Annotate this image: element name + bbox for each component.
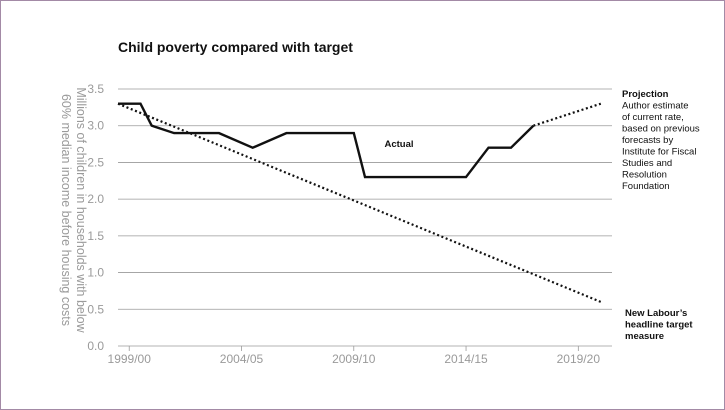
- y-tick-label: 1.0: [87, 266, 104, 280]
- projection-note-line: Foundation: [622, 181, 670, 192]
- projection-label: Projection: [622, 89, 669, 100]
- y-tick-label: 3.5: [87, 82, 104, 96]
- projection-note-line: forecasts by: [622, 135, 673, 146]
- series-line-0: [118, 102, 535, 179]
- y-tick-label: 1.5: [87, 229, 104, 243]
- x-tick-labels: 1999/00 2004/05 2009/10 2014/15 2019/20: [108, 346, 601, 366]
- x-tick-label: 2014/15: [444, 352, 488, 366]
- actual-label: Actual: [384, 139, 413, 150]
- y-tick-labels: 0.0 0.5 1.0 1.5 2.0 2.5 3.0 3.5: [87, 82, 104, 353]
- y-tick-label: 2.5: [87, 155, 104, 169]
- projection-note-line: Studies and: [622, 158, 672, 169]
- x-tick-label: 2004/05: [220, 352, 264, 366]
- series-line-1: [533, 102, 602, 127]
- x-tick-label: 1999/00: [108, 352, 152, 366]
- x-tick-label: 2019/20: [557, 352, 601, 366]
- target-label-line: measure: [625, 331, 664, 342]
- y-tick-label: 2.0: [87, 192, 104, 206]
- projection-note-line: of current rate,: [622, 112, 684, 123]
- x-tick-label: 2009/10: [332, 352, 376, 366]
- series-lines: [117, 102, 602, 303]
- projection-note-line: Resolution: [622, 170, 667, 181]
- projection-note-line: Author estimate: [622, 101, 689, 112]
- y-tick-label: 0.5: [87, 302, 104, 316]
- target-label-line: New Labour’s: [625, 308, 687, 319]
- projection-note-line: Institute for Fiscal: [622, 147, 696, 158]
- target-label-line: headline target: [625, 320, 693, 331]
- series-line-2: [117, 102, 602, 303]
- y-tick-label: 3.0: [87, 119, 104, 133]
- projection-note-line: based on previous: [622, 124, 700, 135]
- chart-title: Child poverty compared with target: [118, 39, 353, 55]
- grid-lines: [118, 88, 612, 347]
- y-tick-label: 0.0: [87, 339, 104, 353]
